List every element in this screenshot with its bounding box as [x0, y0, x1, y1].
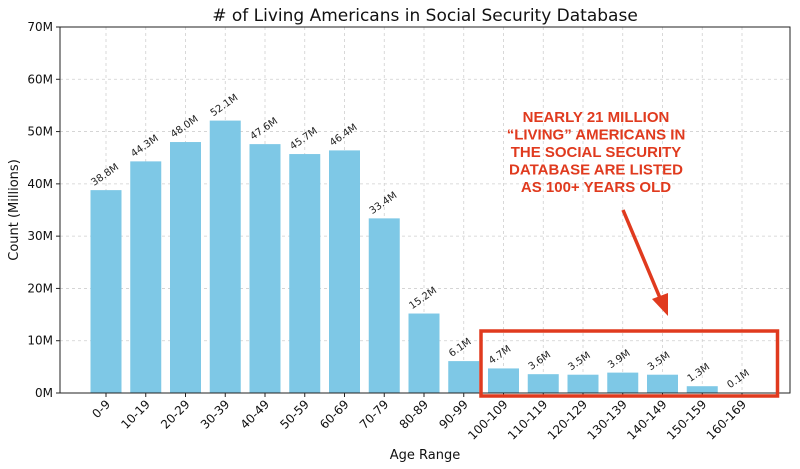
x-tick-label: 0-9 — [89, 397, 113, 421]
bar-data-label: 3.5M — [646, 350, 672, 373]
y-tick-label: 50M — [27, 125, 53, 139]
x-tick-label: 60-69 — [317, 397, 352, 432]
x-tick-label: 10-19 — [118, 397, 153, 432]
y-axis-label: Count (Millions) — [7, 159, 22, 261]
bar-data-label: 38.8M — [89, 162, 121, 189]
highlight-box — [479, 329, 780, 398]
bar-data-label: 3.9M — [606, 348, 632, 371]
bar-60-69 — [329, 150, 360, 393]
bar-data-label: 33.4M — [368, 190, 400, 217]
bar-data-label: 0.1M — [725, 368, 751, 391]
x-tick-label: 30-39 — [198, 397, 233, 432]
bar-80-89 — [408, 313, 440, 393]
bar-data-label: 3.6M — [527, 350, 553, 373]
bar-0-9 — [90, 190, 122, 393]
y-tick-label: 70M — [27, 20, 53, 34]
x-tick-label: 70-79 — [357, 397, 392, 432]
x-tick-label: 110-119 — [505, 397, 550, 442]
x-tick-label: 150-159 — [664, 397, 709, 442]
y-tick-label: 40M — [27, 177, 53, 191]
callout-text-line: AS 100+ YEARS OLD — [521, 179, 671, 196]
bar-130-139 — [607, 372, 639, 393]
callout-arrow-head — [652, 293, 668, 316]
x-tick-label: 100-109 — [465, 397, 510, 442]
x-tick-label: 50-59 — [277, 397, 312, 432]
bar-data-label: 48.0M — [169, 114, 201, 141]
bar-data-label: 15.2M — [407, 285, 439, 312]
bar-150-159 — [686, 386, 718, 393]
bar-data-label: 46.4M — [328, 122, 360, 149]
callout-annotation: NEARLY 21 MILLION“LIVING” AMERICANS INTH… — [479, 109, 780, 398]
y-axis-ticks: 0M 10M 20M 30M 40M 50M 60M 70M — [27, 20, 60, 400]
bars — [90, 120, 758, 393]
bar-140-149 — [647, 374, 678, 393]
bar-data-label: 3.5M — [566, 350, 592, 373]
bar-data-label: 1.3M — [686, 362, 712, 385]
callout-text-line: DATABASE ARE LISTED — [509, 162, 683, 179]
bar-90-99 — [448, 361, 480, 393]
callout-arrow-shaft — [621, 209, 662, 299]
y-tick-label: 0M — [35, 386, 53, 400]
x-tick-label: 140-149 — [624, 397, 669, 442]
y-tick-label: 30M — [27, 229, 53, 243]
bar-data-label: 6.1M — [447, 336, 473, 359]
x-tick-label: 120-129 — [545, 397, 590, 442]
bar-100-109 — [488, 368, 519, 393]
bar-data-label: 52.1M — [209, 92, 241, 119]
bar-120-129 — [567, 374, 599, 393]
x-tick-label: 90-99 — [436, 397, 471, 432]
bar-40-49 — [249, 144, 281, 393]
x-tick-label: 20-29 — [158, 397, 193, 432]
bar-30-39 — [209, 120, 241, 393]
callout-text-line: THE SOCIAL SECURITY — [511, 144, 682, 161]
bar-50-59 — [289, 154, 321, 393]
bar-data-label: 45.7M — [288, 126, 320, 153]
y-tick-label: 20M — [27, 281, 53, 295]
bar-10-19 — [130, 161, 162, 393]
bar-data-label: 47.6M — [248, 116, 280, 143]
bar-70-79 — [368, 218, 400, 393]
callout-text-line: NEARLY 21 MILLION — [523, 109, 670, 126]
x-tick-label: 130-139 — [585, 397, 630, 442]
x-tick-label: 40-49 — [238, 397, 273, 432]
chart-title: # of Living Americans in Social Security… — [212, 6, 638, 26]
x-axis-label: Age Range — [390, 448, 460, 463]
plot-frame — [59, 26, 791, 394]
bar-110-119 — [527, 374, 559, 393]
x-tick-label: 160-169 — [704, 397, 749, 442]
x-tick-label: 80-89 — [397, 397, 432, 432]
y-tick-label: 60M — [27, 72, 53, 86]
bar-20-29 — [170, 142, 201, 393]
callout-text-line: “LIVING” AMERICANS IN — [507, 127, 686, 144]
bar-data-label: 4.7M — [487, 344, 513, 367]
x-axis-ticks: 0-9 10-19 20-29 30-39 40-49 50-59 60-69 70-79 80… — [89, 393, 749, 443]
bar-data-label: 44.3M — [129, 133, 161, 160]
y-tick-label: 10M — [27, 334, 53, 348]
